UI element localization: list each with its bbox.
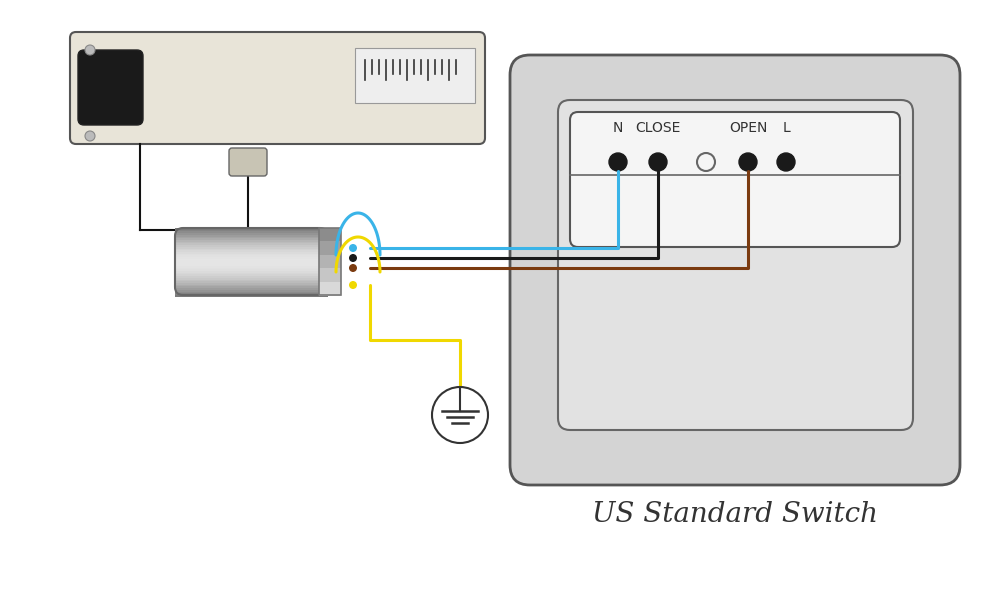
Bar xyxy=(175,284,328,287)
Circle shape xyxy=(432,387,488,443)
Bar xyxy=(175,267,328,270)
Bar xyxy=(175,282,328,283)
Bar xyxy=(175,269,328,272)
Bar xyxy=(175,264,328,266)
FancyBboxPatch shape xyxy=(570,112,900,247)
Bar xyxy=(319,241,341,255)
Circle shape xyxy=(697,153,715,171)
Bar xyxy=(175,245,328,247)
Bar xyxy=(319,255,341,269)
Text: L: L xyxy=(782,121,790,135)
FancyBboxPatch shape xyxy=(558,100,913,430)
Circle shape xyxy=(777,153,795,171)
Bar xyxy=(175,254,328,256)
Bar xyxy=(175,252,328,254)
FancyBboxPatch shape xyxy=(229,148,267,176)
Bar xyxy=(175,293,328,296)
Bar xyxy=(175,286,328,289)
Bar xyxy=(175,237,328,239)
Bar xyxy=(319,228,341,295)
Bar xyxy=(175,261,328,263)
Circle shape xyxy=(349,254,357,262)
Bar xyxy=(175,257,328,259)
FancyBboxPatch shape xyxy=(70,32,485,144)
Circle shape xyxy=(609,153,627,171)
Bar xyxy=(175,228,328,230)
Bar xyxy=(175,278,328,280)
Bar xyxy=(175,240,328,242)
Bar xyxy=(175,250,328,253)
Bar xyxy=(175,230,328,232)
Bar xyxy=(175,259,328,261)
Bar xyxy=(175,273,328,275)
Circle shape xyxy=(739,153,757,171)
Bar xyxy=(175,247,328,249)
Bar xyxy=(175,274,328,277)
Bar xyxy=(175,256,328,257)
Bar xyxy=(175,243,328,246)
Bar xyxy=(175,262,328,264)
Bar xyxy=(175,288,328,290)
Bar xyxy=(319,228,341,242)
Circle shape xyxy=(85,45,95,55)
Text: CLOSE: CLOSE xyxy=(635,121,681,135)
Circle shape xyxy=(649,153,667,171)
FancyBboxPatch shape xyxy=(510,55,960,485)
Text: US Standard Switch: US Standard Switch xyxy=(592,501,878,528)
Bar xyxy=(175,231,328,234)
Bar xyxy=(175,283,328,285)
Text: N: N xyxy=(613,121,623,135)
Bar xyxy=(319,282,341,296)
Bar xyxy=(175,292,328,294)
Bar xyxy=(175,266,328,268)
Bar xyxy=(175,280,328,282)
Bar xyxy=(175,271,328,273)
Bar xyxy=(175,276,328,278)
Circle shape xyxy=(349,264,357,272)
Bar xyxy=(175,249,328,251)
Text: OPEN: OPEN xyxy=(729,121,767,135)
Circle shape xyxy=(349,244,357,252)
Bar xyxy=(319,268,341,282)
Bar xyxy=(175,290,328,292)
Bar xyxy=(175,233,328,236)
Bar xyxy=(175,295,328,297)
Bar xyxy=(175,235,328,237)
FancyBboxPatch shape xyxy=(78,50,143,125)
Bar xyxy=(175,239,328,240)
Circle shape xyxy=(85,131,95,141)
Circle shape xyxy=(349,281,357,289)
Bar xyxy=(175,241,328,244)
Bar xyxy=(355,48,475,103)
